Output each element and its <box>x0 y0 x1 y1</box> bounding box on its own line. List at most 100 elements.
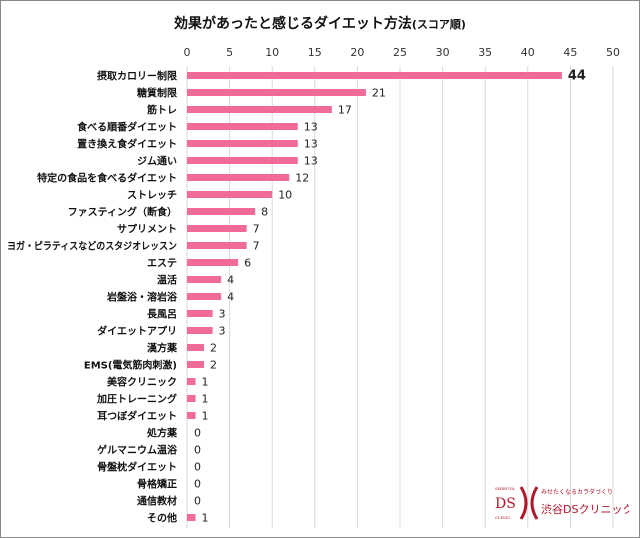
bar <box>187 361 205 368</box>
bar <box>187 378 196 385</box>
chart-title: 効果があったと感じるダイエット方法(スコア順) <box>1 13 639 33</box>
category-label: 温活 <box>157 274 177 287</box>
logo-bracket-right <box>530 486 539 520</box>
data-label: 0 <box>194 444 201 457</box>
category-label: ストレッチ <box>127 190 177 202</box>
data-label: 4 <box>227 274 234 287</box>
x-tick-label: 5 <box>226 46 233 59</box>
category-label: 加圧トレーニング <box>96 393 177 406</box>
data-label: 6 <box>244 257 251 270</box>
category-label: 特定の食品を食べるダイエット <box>37 172 177 185</box>
x-tick-label: 0 <box>184 46 191 59</box>
category-label: 通信教材 <box>137 495 177 508</box>
bar <box>187 327 213 334</box>
category-label: ヨガ・ピラティスなどのスタジオレッスン <box>7 240 177 253</box>
category-label: 骨格矯正 <box>137 478 177 491</box>
logo-name: 渋谷DSクリニック <box>541 503 629 516</box>
data-label: 10 <box>278 189 292 202</box>
data-label: 8 <box>261 206 268 219</box>
category-label: 筋トレ <box>146 104 177 117</box>
data-label: 13 <box>304 121 318 134</box>
bar <box>187 344 205 351</box>
chart-title-text: 効果があったと感じるダイエット方法 <box>174 16 412 32</box>
category-label: 岩盤浴・溶岩浴 <box>106 291 178 304</box>
bar <box>187 293 222 300</box>
category-label: 漢方薬 <box>147 342 178 355</box>
category-label: ゲルマニウム温浴 <box>97 444 178 457</box>
x-tick-label: 45 <box>563 46 577 59</box>
x-tick-label: 50 <box>606 46 620 59</box>
bar <box>187 140 298 147</box>
category-label: サプリメント <box>117 223 177 236</box>
x-tick-label: 10 <box>265 46 279 59</box>
category-label: 食べる順番ダイエット <box>76 121 177 134</box>
chart-subtitle: (スコア順) <box>411 18 466 31</box>
category-label: ファスティング（断食） <box>68 206 177 219</box>
category-label: 置き換え食ダイエット <box>77 138 177 151</box>
data-label: 21 <box>372 87 386 100</box>
bar <box>187 276 222 283</box>
category-label: 耳つぼダイエット <box>97 410 177 423</box>
bar <box>187 191 273 198</box>
bar <box>187 514 196 521</box>
data-label: 13 <box>304 155 318 168</box>
data-label: 0 <box>194 461 201 474</box>
x-tick-label: 25 <box>393 46 407 59</box>
category-label: 処方薬 <box>146 427 178 440</box>
data-label: 44 <box>568 69 586 84</box>
data-label: 4 <box>227 291 234 304</box>
bar <box>187 123 298 130</box>
category-label: 長風呂 <box>147 309 177 321</box>
data-label: 2 <box>210 342 217 355</box>
x-tick-label: 30 <box>436 46 450 59</box>
x-tick-label: 40 <box>521 46 535 59</box>
category-label: ジム通い <box>137 156 177 168</box>
logo-tagline: みせたくなるカラダづくり <box>541 488 613 496</box>
clinic-logo: SHIBUYA DS CLINIC みせたくなるカラダづくり 渋谷DSクリニック <box>493 485 629 531</box>
data-label: 0 <box>194 478 201 491</box>
logo-clinic-text: CLINIC <box>495 515 510 520</box>
x-tick-label: 20 <box>350 46 364 59</box>
logo-bracket-left <box>519 486 528 520</box>
bar <box>187 395 196 402</box>
bar <box>187 208 256 215</box>
data-label: 0 <box>194 495 201 508</box>
bar <box>187 89 366 96</box>
category-label: 摂取カロリー制限 <box>97 70 178 83</box>
category-label: 骨盤枕ダイエット <box>97 461 177 474</box>
bar <box>187 174 290 181</box>
data-label: 7 <box>253 223 260 236</box>
data-label: 1 <box>202 410 209 423</box>
data-label: 17 <box>338 104 352 117</box>
x-tick-label: 35 <box>478 46 492 59</box>
data-label: 1 <box>202 393 209 406</box>
bar <box>187 157 298 164</box>
category-label: 糖質制限 <box>137 87 178 100</box>
bar <box>187 412 196 419</box>
data-label: 3 <box>219 325 226 338</box>
data-label: 3 <box>219 308 226 321</box>
bar <box>187 310 213 317</box>
bar <box>187 225 247 232</box>
data-label: 2 <box>210 359 217 372</box>
bar <box>187 72 562 79</box>
logo-small-text: SHIBUYA <box>495 486 514 491</box>
data-label: 12 <box>295 172 309 185</box>
x-tick-label: 15 <box>308 46 322 59</box>
category-label: 美容クリニック <box>107 376 177 389</box>
bar <box>187 259 239 266</box>
bar <box>187 106 332 113</box>
data-label: 7 <box>253 240 260 253</box>
category-label: EMS(電気筋肉刺激) <box>84 359 177 372</box>
data-label: 1 <box>202 376 209 389</box>
category-label: エステ <box>147 258 177 270</box>
data-label: 0 <box>194 427 201 440</box>
category-label: ダイエットアプリ <box>97 325 177 338</box>
category-label: その他 <box>147 512 177 525</box>
bar <box>187 242 247 249</box>
data-label: 13 <box>304 138 318 151</box>
logo-ds-text: DS <box>495 496 516 512</box>
data-label: 1 <box>202 512 209 525</box>
